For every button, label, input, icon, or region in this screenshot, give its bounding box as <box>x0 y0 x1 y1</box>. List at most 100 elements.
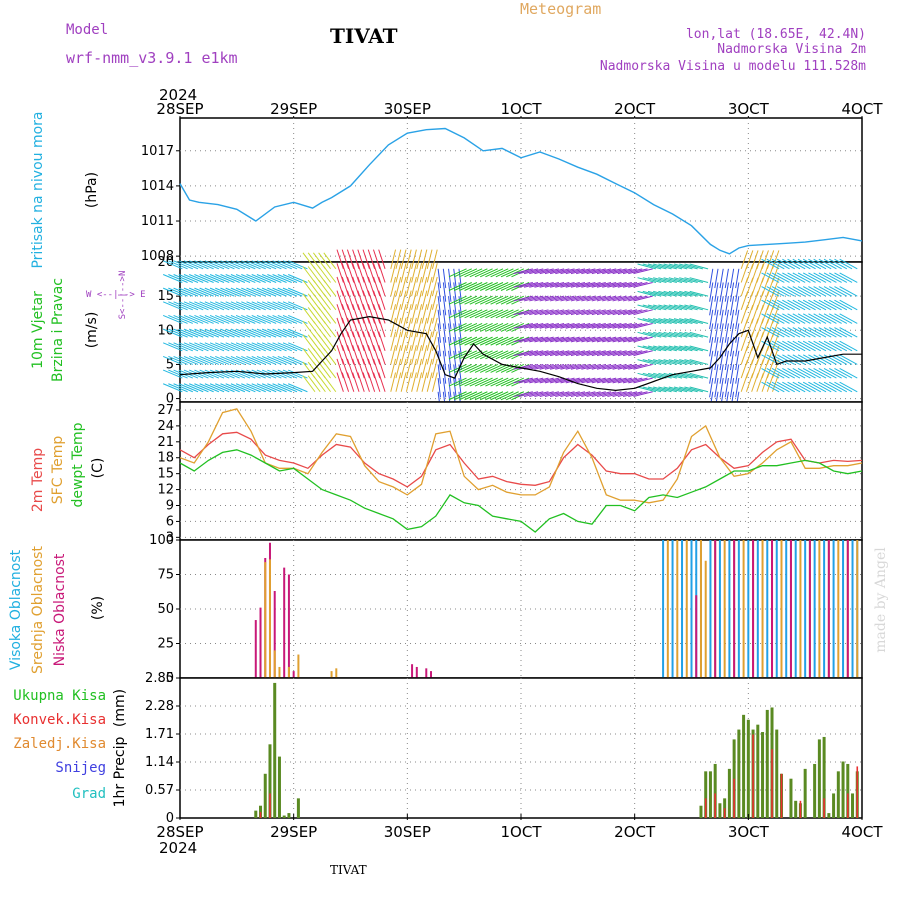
wind-arrow <box>261 383 282 393</box>
wind-arrow <box>673 359 693 365</box>
y-tick-label: 0 <box>166 811 174 826</box>
wind-arrow <box>591 268 612 275</box>
wind-arrow <box>668 277 688 283</box>
y-tick-label: 1008 <box>141 249 174 264</box>
wind-arrow <box>818 313 837 324</box>
wind-arrow <box>560 268 580 275</box>
wind-arrow <box>653 359 672 365</box>
wind-arrow <box>581 350 601 357</box>
wind-arrow <box>576 309 596 316</box>
wind-arrow <box>495 336 514 346</box>
wind-arrow <box>766 258 785 270</box>
wind-arrow <box>220 287 240 297</box>
wind-arrow <box>628 309 648 316</box>
wind-arrow <box>787 381 806 393</box>
wind-arrow <box>813 286 832 297</box>
y-tick-label: 25 <box>157 637 174 652</box>
wind-arrow <box>220 383 240 393</box>
wind-arrow <box>173 355 193 365</box>
wind-arrow <box>453 378 457 398</box>
wind-arrow <box>689 345 709 352</box>
wind-arrow <box>469 268 488 278</box>
wind-arrow <box>792 258 811 270</box>
cloud-units: (%) <box>90 596 106 620</box>
wind-arrow <box>421 331 428 351</box>
wind-arrow <box>282 315 303 324</box>
wind-arrow <box>735 350 740 371</box>
wind-arrow <box>277 287 298 297</box>
bottom-time-tick-label: 4OCT <box>842 823 884 841</box>
wind-arrow <box>261 328 282 338</box>
wind-arrow <box>637 359 657 365</box>
y-tick-label: 0 <box>166 392 174 407</box>
wind-arrow <box>346 276 355 297</box>
wind-arrow <box>267 342 287 352</box>
wind-arrow <box>372 249 381 269</box>
wind-arrow <box>448 296 452 316</box>
wind-arrow <box>209 260 230 270</box>
wind-arrow <box>199 355 220 365</box>
wind-arrow <box>576 363 596 370</box>
wind-arrow <box>565 363 586 370</box>
bottom-time-tick-label: 1OCT <box>501 823 543 841</box>
wind-arrow <box>220 274 240 283</box>
wind-arrow <box>539 268 560 275</box>
wind-arrow <box>323 252 337 270</box>
wind-arrow <box>714 282 719 302</box>
wind-arrow <box>776 327 795 338</box>
wind-arrow <box>792 272 811 283</box>
wind-arrow <box>251 260 272 270</box>
wind-arrow <box>318 361 332 379</box>
wind-arrow <box>689 318 709 324</box>
wind-arrow <box>602 363 622 370</box>
wind-arrow <box>437 268 442 289</box>
wind-arrow <box>679 290 698 297</box>
wind-arrow <box>490 268 509 278</box>
wind-arrow <box>416 372 423 392</box>
wind-arrow <box>267 260 287 270</box>
wind-arrow <box>178 274 199 283</box>
wind-arrow <box>183 301 204 311</box>
wind-arrow <box>658 331 677 338</box>
wind-arrow <box>761 286 780 297</box>
wind-arrow <box>776 272 795 283</box>
wind-arrow <box>367 372 376 392</box>
wind-arrow <box>453 337 457 357</box>
wind-arrow <box>797 313 816 324</box>
wind-arrow <box>225 355 246 365</box>
wind-arrow <box>442 350 447 371</box>
wind-arrow <box>411 317 417 338</box>
wind-arrow <box>421 304 428 324</box>
wind-arrow <box>189 355 209 365</box>
wind-arrow <box>658 372 677 379</box>
wind-arrow <box>591 295 612 302</box>
wind-arrow <box>400 304 407 324</box>
wind-arrow <box>602 295 622 302</box>
wind-arrow <box>357 331 365 351</box>
wind-arrow <box>168 383 188 393</box>
wind-arrow <box>689 290 709 297</box>
wind-arrow <box>395 249 402 269</box>
wind-arrow <box>658 304 677 311</box>
wind-arrow <box>426 331 433 351</box>
wind-arrow <box>673 345 693 352</box>
wind-arrow <box>612 391 632 398</box>
wind-arrow <box>617 282 638 288</box>
wind-arrow <box>241 383 261 393</box>
wind-arrow <box>367 263 376 283</box>
wind-arrow <box>802 368 822 379</box>
wind-arrow <box>241 287 261 297</box>
wind-arrow <box>834 313 853 324</box>
wind-arrow <box>336 358 344 379</box>
wind-arrow <box>642 372 662 379</box>
wind-arrow <box>442 378 447 398</box>
wind-arrow <box>612 282 632 288</box>
precip_total-bar <box>282 815 286 818</box>
wind-arrow <box>459 309 478 319</box>
wind-arrow <box>523 295 544 302</box>
wind-arrow <box>485 268 504 278</box>
wind-arrow <box>735 309 740 330</box>
top-time-axis: 28SEP 29SEP 30SEP 1OCT 2OCT 3OCT 4OCT <box>156 100 883 122</box>
wind-arrow <box>633 391 653 398</box>
wind-arrow <box>173 328 193 338</box>
